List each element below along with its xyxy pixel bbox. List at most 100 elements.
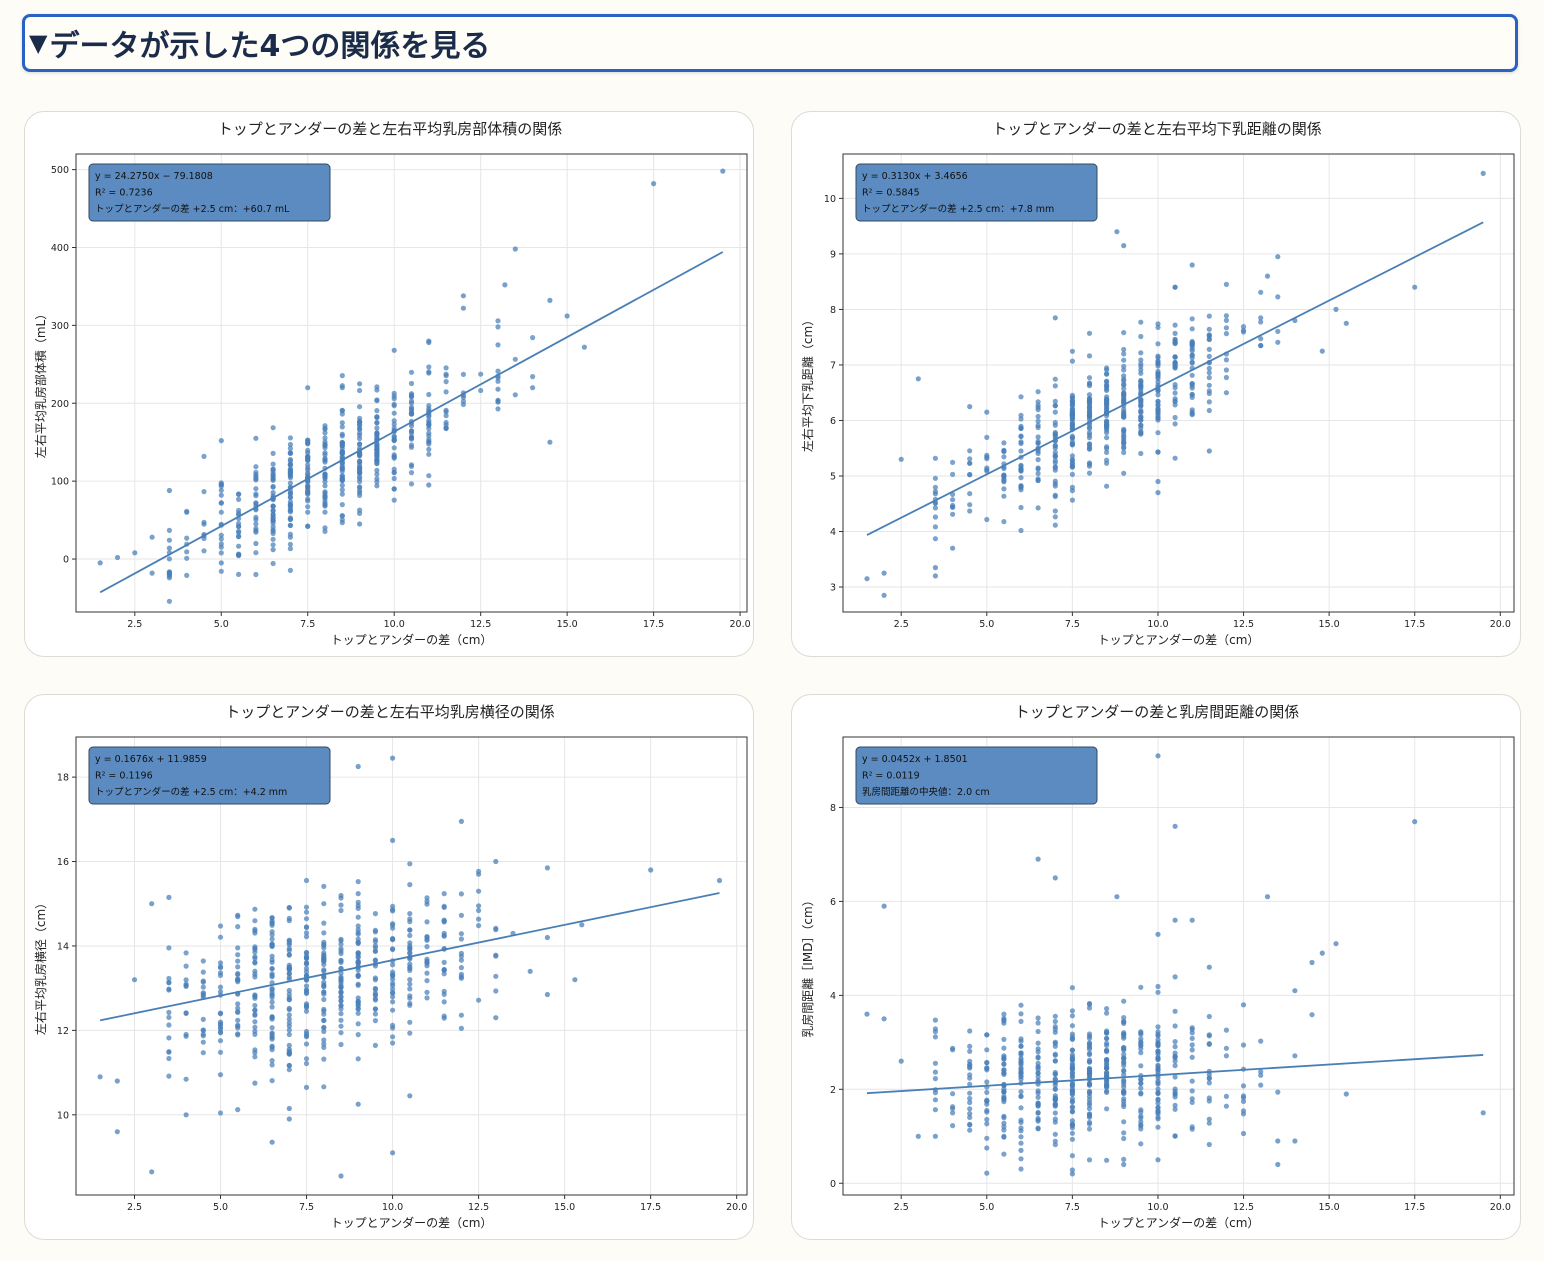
data-point (441, 999, 447, 1005)
data-point (374, 397, 380, 403)
data-point (1343, 320, 1349, 326)
data-point (1104, 406, 1110, 412)
data-point (1069, 442, 1075, 448)
x-axis-label: トップとアンダーの差（cm） (331, 1215, 493, 1230)
data-point (1018, 1105, 1024, 1111)
data-point (286, 918, 292, 924)
data-point (1206, 448, 1212, 454)
data-point (286, 1067, 292, 1073)
data-point (1035, 477, 1041, 483)
data-point (252, 954, 258, 960)
data-point (321, 883, 327, 889)
data-point (287, 508, 293, 514)
data-point (355, 1032, 361, 1038)
data-point (1172, 823, 1178, 829)
data-point (1121, 998, 1127, 1004)
data-point (984, 1047, 990, 1053)
data-point (1001, 1124, 1007, 1130)
data-point (1172, 396, 1178, 402)
x-tick-label: 15.0 (1319, 619, 1340, 630)
data-point (355, 879, 361, 885)
data-point (1001, 1054, 1007, 1060)
data-point (357, 484, 363, 490)
x-tick-label: 5.0 (213, 1202, 228, 1213)
data-point (1172, 1039, 1178, 1045)
data-point (1172, 330, 1178, 336)
data-point (1069, 1023, 1075, 1029)
data-point (1121, 1161, 1127, 1168)
data-point (217, 972, 224, 978)
data-point (390, 999, 396, 1005)
data-point (1172, 1133, 1178, 1139)
data-point (1035, 1094, 1041, 1100)
data-point (1275, 1161, 1281, 1168)
data-point (1138, 1115, 1144, 1121)
data-point (390, 986, 396, 992)
data-point (321, 1037, 327, 1043)
data-point (426, 451, 432, 457)
data-point (1086, 1001, 1093, 1007)
data-point (390, 755, 396, 761)
data-point (357, 488, 363, 494)
data-point (218, 438, 224, 444)
data-point (1240, 1042, 1247, 1048)
data-point (235, 964, 241, 970)
data-point (1138, 1029, 1144, 1035)
x-tick-label: 20.0 (730, 619, 751, 630)
data-point (114, 554, 121, 561)
data-point (967, 1048, 973, 1054)
data-point (1018, 1057, 1024, 1063)
data-point (1069, 460, 1075, 466)
data-point (1069, 471, 1075, 477)
data-point (1104, 1006, 1110, 1012)
data-point (1035, 1102, 1041, 1108)
data-point (547, 297, 553, 303)
data-point (967, 1090, 973, 1096)
data-point (355, 939, 361, 945)
section-toggle-header[interactable]: ▼ データが示した4つの関係を見る (22, 14, 1518, 72)
y-tick-label: 10 (57, 1110, 69, 1121)
y-tick-label: 500 (51, 165, 69, 176)
data-point (390, 907, 396, 913)
data-point (217, 1049, 224, 1055)
data-point (1069, 1074, 1075, 1080)
data-point (1069, 1057, 1075, 1063)
data-point (236, 571, 242, 577)
data-point (217, 964, 224, 970)
data-point (1052, 1119, 1058, 1125)
data-point (530, 335, 536, 341)
data-point (426, 391, 432, 398)
data-point (408, 380, 415, 387)
y-axis-label: 左右平均下乳距離（cm） (800, 314, 815, 452)
data-point (1319, 950, 1325, 956)
data-point (305, 483, 311, 489)
data-point (1086, 1057, 1093, 1063)
data-point (1172, 917, 1178, 923)
data-point (236, 491, 242, 497)
data-point (476, 903, 482, 909)
data-point (305, 498, 311, 504)
data-point (476, 871, 482, 877)
data-point (1001, 478, 1007, 484)
data-point (1018, 1018, 1024, 1024)
data-point (1206, 1032, 1212, 1038)
regression-line (866, 1054, 1484, 1095)
data-point (1052, 1069, 1058, 1076)
data-point (97, 560, 103, 566)
y-tick-label: 8 (830, 803, 836, 814)
data-point (1001, 1134, 1007, 1140)
data-point (932, 1107, 938, 1113)
data-point (287, 435, 293, 441)
y-axis-label: 左右平均乳房横径（cm） (33, 897, 48, 1035)
data-point (321, 901, 327, 907)
data-point (581, 344, 588, 350)
data-point (355, 1010, 361, 1016)
data-point (458, 912, 464, 918)
data-point (1172, 284, 1178, 290)
data-point (1001, 472, 1007, 478)
data-point (1155, 1031, 1161, 1038)
data-point (1069, 488, 1075, 494)
x-tick-label: 2.5 (894, 619, 909, 630)
data-point (1172, 359, 1178, 366)
data-point (355, 1006, 361, 1012)
